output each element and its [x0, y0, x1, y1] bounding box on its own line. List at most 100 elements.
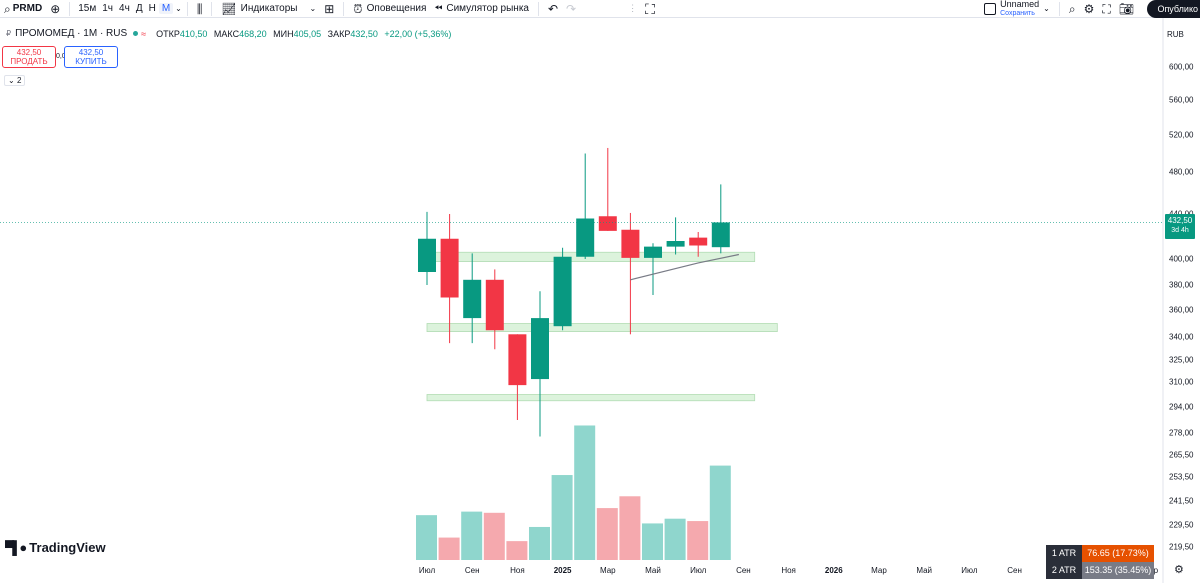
fullscreen-select-button[interactable]: ⛶ [641, 0, 659, 18]
currency-selector[interactable]: RUB [1167, 30, 1184, 39]
ohlc-values: ОТКР410,50 МАКС468,20 МИН405,05 ЗАКР432,… [156, 29, 455, 39]
axis-settings-button[interactable]: ⚙︎ [1174, 563, 1184, 576]
indicators-label: Индикаторы [240, 3, 298, 14]
low-value: 405,05 [293, 28, 322, 39]
top-toolbar: ⌕ PRMD ⊕ 15м 1ч 4ч Д Н М ⌄ ⫼ 📈︎ Индикато… [0, 0, 1200, 18]
layout-name-box: Unnamed Сохранить [1000, 0, 1039, 18]
volume-bar [709, 465, 731, 560]
close-value: 432,50 [350, 28, 378, 39]
atr-row: 2 ATR 153.35 (35.45%) [1046, 562, 1154, 579]
interval-15m[interactable]: 15м [78, 3, 97, 14]
low-label: МИН [273, 28, 294, 39]
buy-label: КУПИТЬ [75, 57, 107, 66]
candle-body [576, 218, 595, 257]
time-tick-label: Сен [1007, 566, 1022, 575]
chart-type-button[interactable]: ⫼ [193, 0, 207, 18]
price-tick-label: 380,00 [1169, 280, 1194, 290]
layout-menu[interactable]: Unnamed Сохранить ⌄ [980, 0, 1054, 18]
interval-1h[interactable]: 1ч [102, 3, 114, 14]
replay-button[interactable]: ⏪︎ Симулятор рынка [430, 0, 533, 18]
drag-handle[interactable]: ⋮ [624, 0, 641, 18]
price-tick-label: 294,00 [1169, 402, 1194, 412]
atr-name: 2 ATR [1046, 562, 1082, 579]
volume-bar [529, 526, 550, 560]
price-tick-label: 253,50 [1169, 472, 1194, 482]
symbol-search[interactable]: ⌕ PRMD [0, 0, 46, 18]
time-tick-label: Ноя [781, 566, 796, 575]
settings-button[interactable]: ⚙︎ [1080, 0, 1099, 18]
chevron-down-icon[interactable]: ⌄ [309, 3, 317, 13]
sell-price: 432,50 [16, 48, 42, 57]
indicators-icon: 📈︎ [221, 1, 237, 16]
wave-icon[interactable]: ≈ [141, 28, 147, 39]
redo-button[interactable]: ↷ [562, 0, 580, 18]
volume-bar [483, 512, 505, 560]
divider [69, 1, 71, 16]
trendline-layer [630, 253, 740, 281]
candle-body [418, 238, 436, 272]
price-tick-label: 278,00 [1169, 428, 1194, 438]
volume-bar [461, 511, 483, 560]
layout-save-status[interactable]: Сохранить [1000, 9, 1035, 17]
atr-value: 76.65 (17.73%) [1082, 545, 1154, 562]
candle-body [531, 318, 549, 380]
layout-name: Unnamed [1000, 0, 1040, 9]
divider [211, 1, 213, 16]
undo-button[interactable]: ↶ [544, 0, 562, 18]
fullscreen-button[interactable]: ⛶ [1098, 0, 1114, 18]
candle-body [440, 238, 459, 298]
price-tick-label: 241,50 [1169, 496, 1194, 506]
candles-layer [418, 147, 730, 437]
high-value: 468,20 [239, 28, 267, 39]
price-tick-label: 480,00 [1169, 167, 1194, 177]
time-tick-label: Мар [599, 566, 616, 575]
market-status-icon[interactable] [133, 31, 139, 36]
camera-icon: 📷︎ [1118, 1, 1134, 16]
alarm-clock-icon: ⏰︎ [353, 1, 363, 16]
currency-icon: ₽ [6, 28, 12, 38]
price-tick-label: 265,50 [1169, 450, 1194, 460]
time-tick-label: Ноя [510, 566, 525, 575]
candle-body [666, 241, 685, 247]
indicators-collapse-toggle[interactable]: ⌄ 2 [4, 75, 26, 86]
price-tick-label: 340,00 [1169, 332, 1194, 342]
time-tick-label: Мар [871, 566, 887, 575]
chevron-down-icon[interactable]: ⌄ [175, 3, 182, 13]
candle-body [598, 216, 617, 231]
buy-button[interactable]: 432,50 КУПИТЬ [64, 46, 118, 68]
chevron-down-icon[interactable]: ⌄ [1043, 3, 1050, 13]
interval-month[interactable]: М [158, 3, 174, 14]
publish-button[interactable]: Опублико [1147, 0, 1200, 18]
price-tick-label: 325,00 [1169, 355, 1194, 365]
gear-icon: ⚙︎ [1174, 564, 1184, 576]
sell-button[interactable]: 432,50 ПРОДАТЬ [2, 46, 56, 68]
time-tick-label: Июл [418, 566, 436, 575]
legend-title[interactable]: ПРОМОМЕД · 1М · RUS [15, 28, 128, 39]
interval-4h[interactable]: 4ч [119, 3, 130, 14]
logo-text: TradingView [29, 540, 106, 555]
volume-bar [551, 475, 573, 560]
divider [186, 1, 188, 16]
interval-week[interactable]: Н [148, 3, 156, 14]
divider [1058, 1, 1060, 16]
compare-button[interactable]: ⊕ [46, 0, 64, 18]
volume-bar [416, 515, 437, 560]
price-tick-label: 310,00 [1169, 377, 1194, 387]
interval-group: 15м 1ч 4ч Д Н М ⌄ [75, 0, 182, 18]
time-tick-label: Май [645, 566, 661, 575]
price-tick-label: 600,00 [1169, 62, 1194, 72]
candle-body [508, 334, 527, 386]
rewind-icon: ⏪︎ [434, 2, 443, 14]
quick-search-button[interactable]: ⌕ [1065, 0, 1080, 18]
zones-layer [426, 251, 778, 402]
gear-icon: ⚙︎ [1083, 1, 1095, 16]
legend: ₽ ПРОМОМЕД · 1М · RUS ≈ ОТКР410,50 МАКС4… [6, 28, 455, 39]
interval-day[interactable]: Д [135, 3, 143, 14]
layouts-button[interactable]: ⊞ [320, 0, 338, 18]
snapshot-button[interactable]: 📷︎ [1115, 0, 1138, 18]
indicators-button[interactable]: 📈︎ Индикаторы ⌄ [217, 0, 320, 18]
tv-logo-icon: ▀▌● [5, 540, 27, 555]
tradingview-logo[interactable]: ▀▌● TradingView [5, 540, 106, 555]
alerts-button[interactable]: ⏰︎ Оповещения [349, 0, 430, 18]
